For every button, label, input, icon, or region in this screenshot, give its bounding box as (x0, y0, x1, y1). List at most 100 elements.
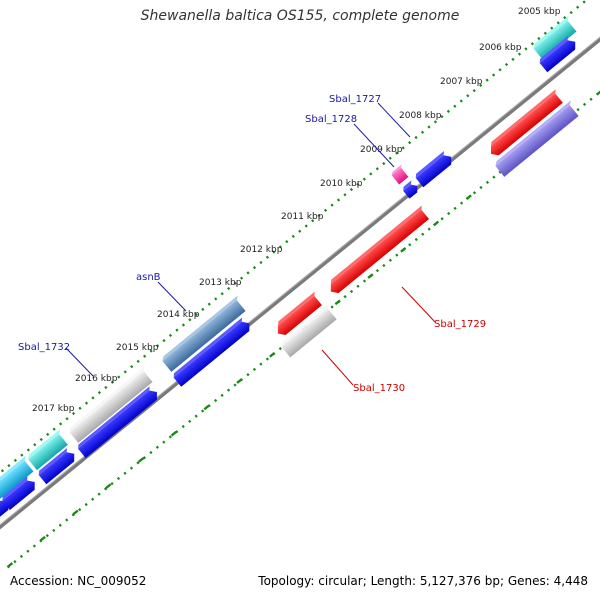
upper-dot-12 (71, 411, 76, 416)
upper-dot-81 (517, 52, 522, 56)
upper-dot-43 (272, 250, 276, 254)
gene-label-sbal-1730[interactable]: Sbal_1730 (353, 383, 405, 394)
lower-tick-2 (72, 509, 79, 516)
tick-label-2011: 2011 kbp (281, 212, 324, 222)
upper-dot-25 (155, 344, 160, 348)
cds-blue-2017[interactable] (76, 385, 161, 459)
lower-dot-2 (13, 559, 17, 564)
upper-dot-26 (162, 338, 166, 343)
cds-blue-2014[interactable] (172, 316, 253, 387)
tick-label-2017: 2017 kbp (32, 404, 75, 414)
lower-dot-43 (278, 346, 282, 351)
leader-sbal-1727 (377, 102, 411, 138)
cds-teal-2005[interactable] (532, 15, 580, 60)
upper-dot-71 (453, 104, 457, 108)
cds-blue-2006[interactable] (538, 35, 579, 73)
cds-blue-left-1[interactable] (37, 447, 78, 485)
cds-blue-2010[interactable] (401, 180, 420, 199)
upper-ruler-dots (0, 0, 586, 473)
reverse-lane (272, 89, 582, 358)
upper-dot-5 (26, 448, 30, 452)
upper-dot-11 (65, 417, 69, 421)
cds-pink-1728[interactable] (390, 164, 410, 185)
upper-dot-22 (136, 359, 140, 364)
upper-dot-30 (188, 318, 192, 322)
upper-dot-87 (556, 21, 560, 25)
genome-title: Shewanella baltica OS155, complete genom… (140, 8, 460, 24)
leader-asnb (157, 281, 187, 312)
lower-tick-4 (137, 457, 145, 463)
upper-dot-47 (298, 229, 302, 233)
cds-blue-1727[interactable] (414, 150, 455, 188)
upper-dot-53 (336, 198, 341, 202)
lower-dot-91 (589, 97, 593, 101)
upper-dot-33 (207, 302, 211, 306)
cds-blue-left-3[interactable] (0, 498, 12, 520)
upper-dot-19 (117, 375, 121, 379)
lower-dot-54 (349, 289, 354, 294)
upper-dot-76 (485, 78, 489, 82)
lower-dot-30 (194, 414, 198, 418)
upper-dot-86 (550, 26, 554, 30)
cds-steelblue-asnb[interactable] (161, 295, 249, 372)
upper-dot-77 (492, 73, 496, 77)
lower-tick-5 (170, 430, 177, 437)
upper-dot-6 (33, 443, 37, 447)
upper-dot-85 (543, 31, 547, 35)
lower-dot-3 (19, 554, 24, 559)
gene-label-asnb[interactable]: asnB (136, 272, 161, 283)
upper-dot-21 (130, 365, 134, 369)
lower-dot-22 (142, 456, 147, 460)
gene-label-sbal-1728[interactable]: Sbal_1728 (305, 114, 357, 125)
lower-dot-56 (362, 279, 367, 283)
lower-dot-23 (149, 450, 153, 455)
length-value: 5,127,376 bp (419, 574, 500, 588)
lower-dot-7 (45, 534, 49, 538)
cds-purple-2007[interactable] (494, 100, 582, 177)
cds-teal-left[interactable] (26, 429, 71, 471)
upper-dot-66 (420, 130, 425, 134)
cds-red-2007[interactable] (485, 89, 565, 158)
upper-dot-1 (0, 469, 5, 473)
lower-dot-31 (201, 409, 205, 413)
upper-dot-73 (466, 94, 470, 98)
upper-dot-39 (246, 271, 250, 275)
upper-dot-68 (433, 120, 438, 124)
lower-dot-89 (576, 107, 580, 112)
upper-dot-54 (343, 193, 347, 197)
upper-dot-35 (220, 292, 224, 296)
cds-red-1729[interactable] (325, 205, 431, 296)
tick-label-2016: 2016 kbp (75, 374, 118, 384)
lower-dot-66 (427, 227, 431, 231)
upper-dot-88 (563, 16, 567, 20)
upper-dot-42 (265, 255, 270, 259)
cds-gray-2017[interactable] (68, 366, 156, 443)
forward-outer-lane (0, 15, 580, 500)
upper-dot-52 (330, 203, 334, 207)
cds-cyan-left[interactable] (0, 455, 37, 500)
gene-label-sbal-1729[interactable]: Sbal_1729 (434, 319, 486, 330)
lower-dot-40 (259, 362, 263, 366)
lower-dot-73 (472, 191, 477, 195)
gene-label-sbal-1727[interactable]: Sbal_1727 (329, 94, 381, 105)
lower-dot-60 (388, 258, 392, 262)
lower-dot-19 (123, 471, 127, 475)
topology-label: Topology: (258, 574, 315, 588)
lower-dot-15 (97, 492, 101, 496)
lower-tick-6 (203, 404, 210, 411)
cds-red-2014[interactable] (272, 291, 324, 338)
gene-label-sbal-1732[interactable]: Sbal_1732 (18, 342, 70, 353)
upper-dot-49 (311, 219, 315, 223)
lower-tick-7 (236, 378, 243, 384)
lower-dot-41 (265, 357, 269, 361)
lower-tick-8 (269, 352, 276, 358)
length-label: Length: (370, 574, 417, 588)
upper-dot-41 (259, 260, 263, 265)
cds-gray-1730[interactable] (279, 303, 339, 358)
upper-dot-80 (511, 57, 515, 61)
upper-dot-20 (123, 370, 127, 374)
cds-blue-left-2[interactable] (0, 475, 38, 511)
tick-label-2005: 2005 kbp (518, 7, 561, 17)
upper-dot-56 (356, 182, 360, 186)
